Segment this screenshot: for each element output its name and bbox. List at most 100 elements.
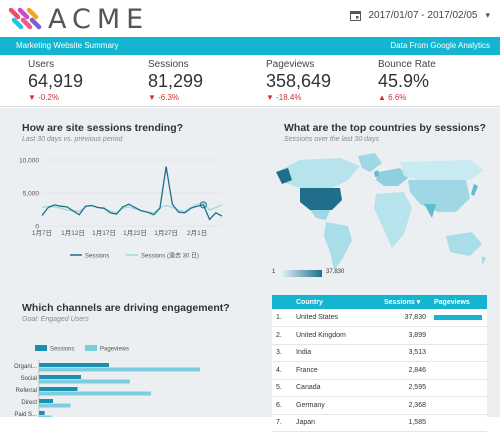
x-tick-label: 1月22日 <box>123 229 147 237</box>
country-cell: France <box>292 361 380 380</box>
sessions-cell: 3,899 <box>380 326 430 345</box>
pageviews-bar-cell <box>430 379 487 397</box>
map-united-states <box>300 188 342 210</box>
sessions-line-chart[interactable]: 0 5,000 10,000 1月7日 1月12日 1月17日 1月22日 1月27日 2月1日… <box>16 152 230 262</box>
bar-Pageviews <box>39 391 151 396</box>
category-label: Paid S... <box>14 412 37 417</box>
rank-cell: 4. <box>272 361 292 380</box>
channels-subtitle: Goal: Engaged Users <box>22 316 89 323</box>
bar-Sessions <box>39 363 109 367</box>
y-tick-label: 10,000 <box>19 158 39 165</box>
category-label: Direct <box>21 400 37 406</box>
kpi-sessions: Sessions 81,299 ▼ -6.3% <box>148 59 203 102</box>
bar-Sessions <box>39 399 53 403</box>
bar-Sessions <box>39 411 45 415</box>
x-tick-label: 1月27日 <box>154 229 178 237</box>
map-alaska <box>276 168 292 184</box>
legend-swatch <box>35 345 47 351</box>
pageviews-bar-cell <box>430 344 487 362</box>
table-row[interactable]: 5. Canada 2,595 <box>272 379 487 397</box>
kpi-delta: ▼ -18.4% <box>266 93 302 102</box>
sessions-cell: 2,368 <box>380 396 430 415</box>
x-tick-label: 1月12日 <box>61 229 85 237</box>
channels-title: Which channels are driving engagement? <box>22 302 230 314</box>
trend-subtitle: Last 30 days vs. previous period <box>22 136 123 143</box>
kpi-value: 358,649 <box>266 71 332 91</box>
map-asia <box>408 180 470 212</box>
map-canada <box>280 158 360 190</box>
map-africa <box>374 192 412 248</box>
dropdown-caret-icon: ▾ <box>485 10 490 20</box>
kpi-value: 64,919 <box>28 71 84 91</box>
legend-max: 37,830 <box>326 269 345 275</box>
pageviews-bar-cell <box>430 396 487 415</box>
sessions-cell: 2,595 <box>380 379 430 397</box>
legend-label: Pageviews <box>100 347 129 353</box>
map-greenland <box>358 153 382 172</box>
report-band: Marketing Website Summary Data From Goog… <box>0 37 500 55</box>
country-cell: United States <box>292 309 380 327</box>
map-russia <box>400 160 484 180</box>
map-australia <box>446 232 482 256</box>
kpi-delta: ▲ 6.6% <box>378 93 407 102</box>
rank-cell: 3. <box>272 344 292 362</box>
country-cell: United Kingdom <box>292 326 380 345</box>
trend-title: How are site sessions trending? <box>22 122 184 134</box>
col-country[interactable]: Country <box>292 295 380 309</box>
sessions-cell: 3,513 <box>380 344 430 362</box>
map-mexico <box>310 210 330 220</box>
channels-bar-chart[interactable]: Sessions Pageviews Organi... Social Referral… <box>5 340 235 417</box>
countries-subtitle: Sessions over the last 30 days <box>284 136 379 143</box>
table-header-row: Country Sessions ▾ Pageviews <box>272 295 487 309</box>
table-row[interactable]: 3. India 3,513 <box>272 344 487 362</box>
bar-Pageviews <box>39 415 52 417</box>
world-map[interactable] <box>270 148 490 278</box>
data-source-label: Data From Google Analytics <box>390 41 490 50</box>
table-row[interactable]: 6. Germany 2,368 <box>272 396 487 415</box>
hover-point <box>199 201 207 209</box>
x-tick-label: 1月17日 <box>92 229 116 237</box>
sessions-cell: 37,830 <box>380 309 430 327</box>
kpi-label: Pageviews <box>266 59 315 70</box>
legend-label: Sessions <box>85 254 109 260</box>
legend-label: Sessions <box>50 347 74 353</box>
table-row[interactable]: 4. France 2,846 <box>272 361 487 380</box>
arrow-up-icon: ▲ <box>378 93 389 102</box>
kpi-label: Users <box>28 59 55 70</box>
calendar-icon <box>350 11 362 21</box>
legend-label: Sessions (過去 30 日) <box>141 252 199 260</box>
category-label: Social <box>21 376 37 382</box>
pageviews-bar-cell <box>430 326 487 345</box>
arrow-down-icon: ▼ <box>266 93 277 102</box>
legend-min: 1 <box>272 269 276 275</box>
kpi-pageviews: Pageviews 358,649 ▼ -18.4% <box>266 59 331 102</box>
map-india <box>424 204 436 218</box>
legend-swatch <box>85 345 97 351</box>
rank-cell: 5. <box>272 379 292 397</box>
x-tick-label: 1月7日 <box>32 229 52 237</box>
bar-Sessions <box>39 387 78 391</box>
y-tick-label: 0 <box>35 224 39 231</box>
country-cell: Germany <box>292 396 380 415</box>
countries-table: Country Sessions ▾ Pageviews 1. United St… <box>272 295 487 432</box>
bar-Sessions <box>39 375 81 379</box>
col-sessions[interactable]: Sessions ▾ <box>380 295 430 309</box>
x-tick-label: 2月1日 <box>187 229 207 237</box>
kpi-delta: ▼ -6.3% <box>148 93 180 102</box>
map-new-zealand <box>482 256 486 266</box>
table-row[interactable]: 2. United Kingdom 3,899 <box>272 326 487 345</box>
kpi-value: 45.9% <box>378 71 430 91</box>
category-label: Referral <box>16 388 37 394</box>
rank-cell: 6. <box>272 396 292 415</box>
map-south-america <box>324 222 352 270</box>
table-row[interactable]: 1. United States 37,830 <box>272 309 487 327</box>
bar-Pageviews <box>39 367 200 372</box>
pageviews-bar <box>434 315 482 320</box>
date-range-picker[interactable]: 2017/01/07 - 2017/02/05 ▾ <box>350 10 490 21</box>
col-pageviews[interactable]: Pageviews <box>430 295 487 309</box>
kpi-label: Sessions <box>148 59 189 70</box>
pageviews-bar-cell <box>430 361 487 380</box>
rank-cell: 1. <box>272 309 292 327</box>
country-cell: Canada <box>292 379 380 397</box>
acme-logo-icon <box>8 7 42 30</box>
